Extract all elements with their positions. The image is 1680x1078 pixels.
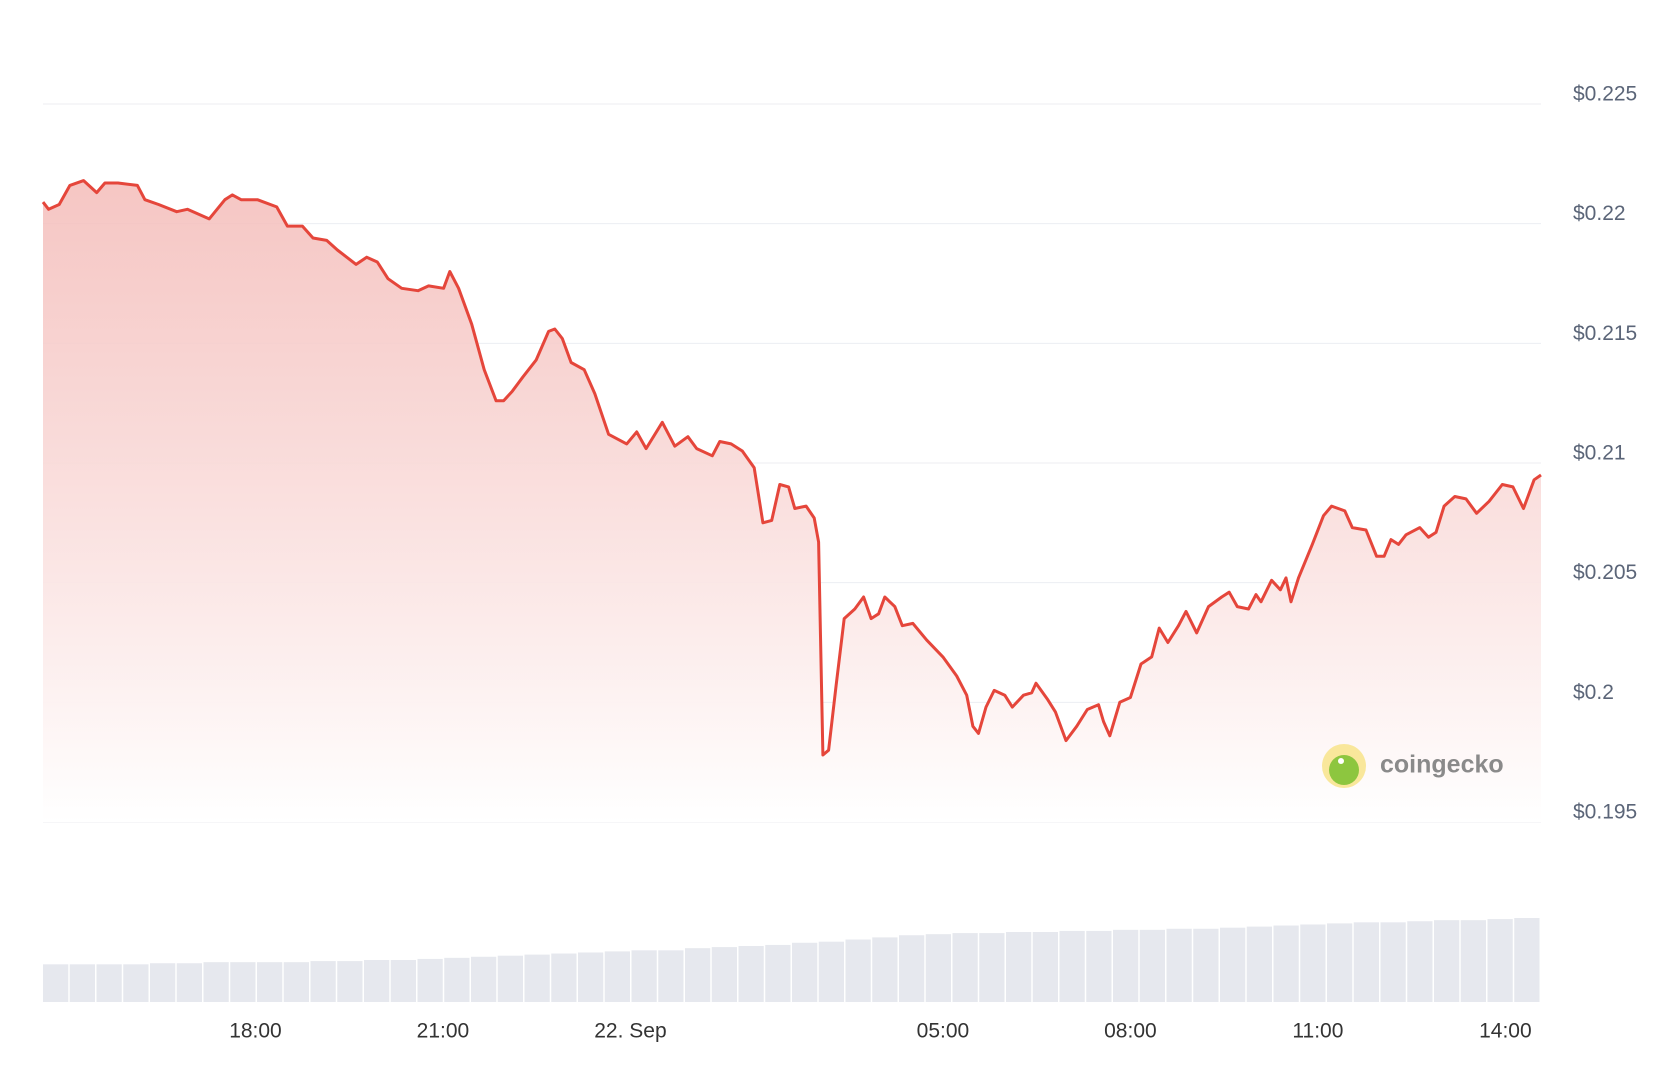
- volume-bar: [1006, 932, 1032, 1002]
- volume-bar: [1380, 922, 1406, 1002]
- volume-bar: [658, 950, 684, 1002]
- volume-bar: [1166, 928, 1192, 1002]
- volume-bar: [925, 934, 951, 1002]
- volume-bar: [1220, 927, 1246, 1002]
- volume-bar: [444, 957, 470, 1002]
- volume-bar: [497, 955, 523, 1002]
- volume-bar: [578, 952, 604, 1002]
- x-tick-label: 18:00: [229, 1020, 282, 1043]
- volume-bar: [1113, 929, 1139, 1002]
- volume-bar: [364, 960, 390, 1002]
- volume-bar: [524, 954, 550, 1002]
- volume-bar: [176, 963, 202, 1002]
- volume-bar: [96, 964, 122, 1002]
- volume-bar: [711, 947, 737, 1002]
- y-tick-label: $0.205: [1573, 561, 1637, 584]
- volume-bar: [1273, 925, 1299, 1002]
- volume-bar: [952, 933, 978, 1002]
- volume-bar: [1300, 924, 1326, 1002]
- logo-gecko: [1329, 755, 1359, 785]
- volume-bar: [1460, 920, 1486, 1002]
- volume-bar: [631, 950, 657, 1002]
- volume-bar: [123, 964, 149, 1002]
- watermark: coingecko: [1322, 744, 1504, 788]
- y-tick-label: $0.21: [1573, 442, 1626, 465]
- volume-bar: [845, 939, 871, 1002]
- volume-bar: [257, 962, 283, 1002]
- volume-bar: [1353, 922, 1379, 1002]
- volume-bar: [203, 962, 229, 1002]
- volume-bar: [1407, 921, 1433, 1002]
- volume-bar: [1327, 923, 1353, 1002]
- volume-bar: [1246, 926, 1272, 1002]
- volume-bar: [1434, 920, 1460, 1002]
- x-tick-label: 05:00: [917, 1020, 970, 1043]
- price-line: [41, 179, 1542, 757]
- x-tick-label: 21:00: [417, 1020, 470, 1043]
- x-tick-label: 11:00: [1292, 1020, 1343, 1043]
- volume-bar: [899, 935, 925, 1002]
- volume-bar: [69, 964, 95, 1002]
- y-tick-label: $0.195: [1573, 801, 1637, 824]
- y-tick-label: $0.215: [1573, 322, 1637, 345]
- watermark-text: coingecko: [1380, 751, 1504, 779]
- volume-bar: [230, 962, 256, 1002]
- x-tick-label: 14:00: [1479, 1020, 1532, 1043]
- volume-bar: [551, 953, 577, 1002]
- logo-eye: [1338, 758, 1344, 764]
- volume-bar: [1139, 929, 1165, 1002]
- volume-bar: [417, 958, 443, 1002]
- volume-bar: [1514, 918, 1540, 1002]
- volume-bar: [1193, 928, 1219, 1002]
- volume-bar: [1032, 932, 1058, 1002]
- volume-bar: [1059, 930, 1085, 1002]
- volume-bar: [283, 962, 309, 1002]
- volume-bar: [685, 948, 711, 1002]
- volume-bar: [872, 937, 898, 1002]
- y-tick-label: $0.22: [1573, 202, 1626, 225]
- volume-bar: [150, 963, 176, 1002]
- volume-bar: [1487, 919, 1513, 1002]
- volume-bar: [738, 946, 764, 1002]
- volume-bar: [818, 941, 844, 1002]
- volume-bar: [765, 944, 791, 1002]
- volume-bar: [310, 961, 336, 1002]
- x-tick-label: 08:00: [1104, 1020, 1157, 1043]
- volume-bar: [1086, 930, 1112, 1002]
- volume-bar: [43, 964, 69, 1002]
- y-tick-label: $0.2: [1573, 681, 1614, 704]
- volume-bar: [792, 942, 818, 1002]
- volume-bar: [471, 956, 497, 1002]
- y-tick-label: $0.225: [1573, 83, 1637, 106]
- x-tick-label: 22. Sep: [594, 1020, 666, 1043]
- volume-bar: [390, 960, 416, 1002]
- volume-bar: [979, 933, 1005, 1002]
- volume-bar: [337, 961, 363, 1002]
- volume-bar: [604, 951, 630, 1002]
